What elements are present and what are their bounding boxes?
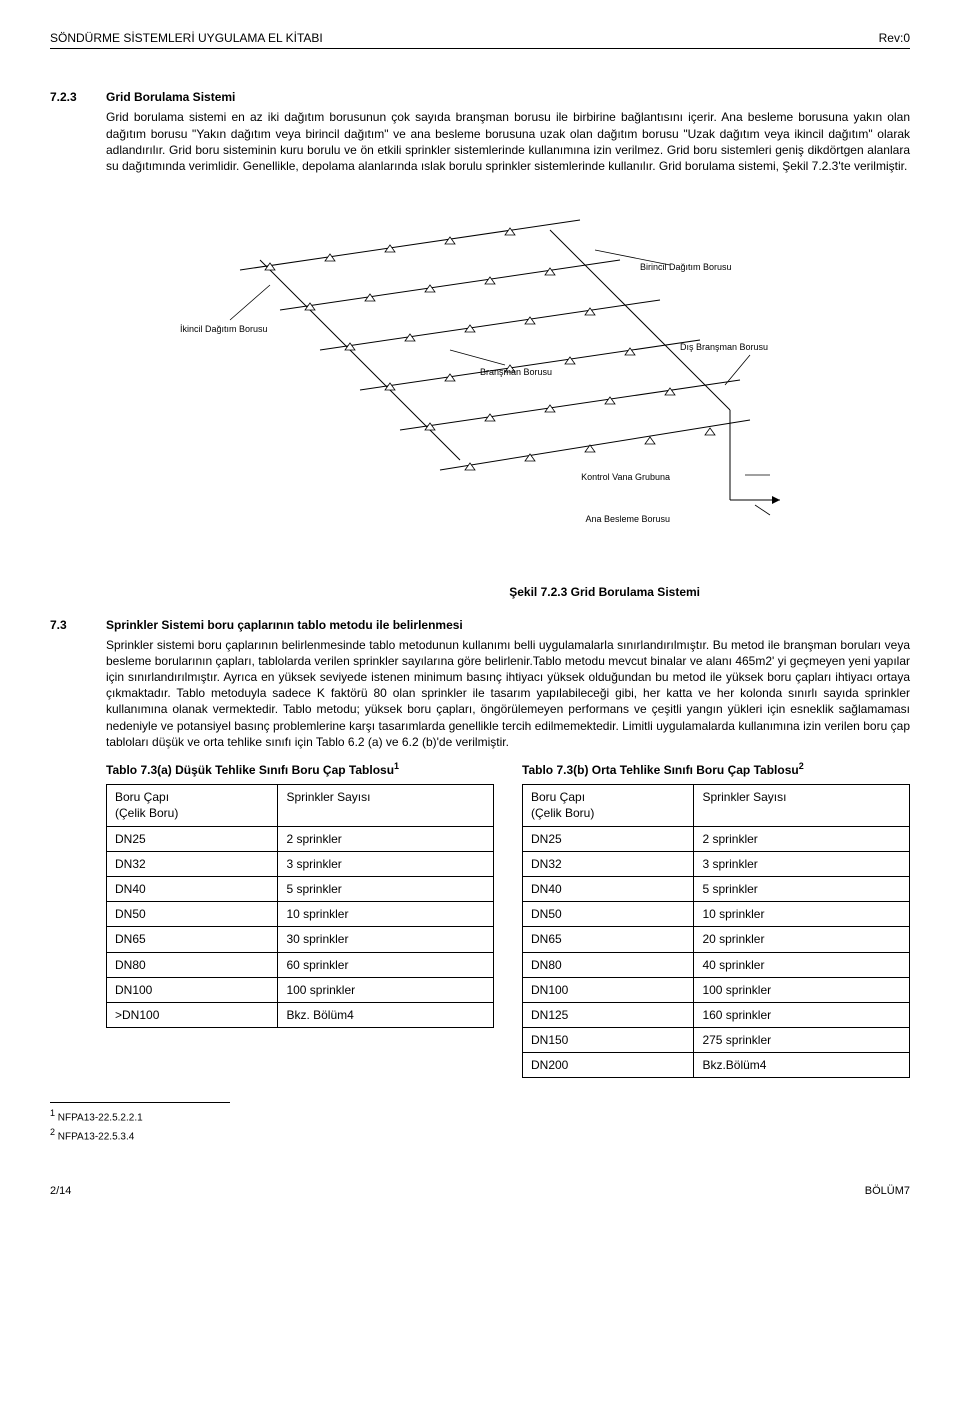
label-kontrol: Kontrol Vana Grubuna — [581, 472, 670, 482]
section-723-title: Grid Borulama Sistemi — [106, 89, 235, 105]
table-b-block: Tablo 7.3(b) Orta Tehlike Sınıfı Boru Ça… — [522, 760, 910, 1078]
table-b-col2-header: Sprinkler Sayısı — [694, 785, 910, 826]
footnote-2: 2 NFPA13-22.5.3.4 — [50, 1126, 230, 1144]
table-row: DN323 sprinkler — [107, 851, 494, 876]
table-row: DN5010 sprinkler — [523, 902, 910, 927]
table-b-col1-header: Boru Çapı (Çelik Boru) — [523, 785, 694, 826]
section-723-number: 7.2.3 — [50, 89, 106, 105]
section-723-heading: 7.2.3 Grid Borulama Sistemi — [50, 89, 910, 105]
footer-section: BÖLÜM7 — [865, 1184, 910, 1199]
table-row: DN252 sprinkler — [523, 826, 910, 851]
footnote-1: 1 NFPA13-22.5.2.2.1 — [50, 1107, 230, 1125]
table-row: DN150275 sprinkler — [523, 1028, 910, 1053]
section-723-body: Grid borulama sistemi en az iki dağıtım … — [106, 109, 910, 174]
table-a-col1-header: Boru Çapı (Çelik Boru) — [107, 785, 278, 826]
table-row: DN100100 sprinkler — [107, 977, 494, 1002]
table-row: DN252 sprinkler — [107, 826, 494, 851]
figure-caption: Şekil 7.2.3 Grid Borulama Sistemi — [50, 584, 910, 600]
table-row: DN405 sprinkler — [523, 876, 910, 901]
label-ana: Ana Besleme Borusu — [585, 514, 670, 524]
table-row: >DN100Bkz. Bölüm4 — [107, 1002, 494, 1027]
grid-pipe-diagram: İkincil Dağıtım Borusu Birincil Dağıtım … — [170, 190, 790, 570]
header-left: SÖNDÜRME SİSTEMLERİ UYGULAMA EL KİTABI — [50, 30, 323, 46]
footer-page: 2/14 — [50, 1184, 71, 1199]
table-row: DN6520 sprinkler — [523, 927, 910, 952]
table-row: DN5010 sprinkler — [107, 902, 494, 927]
table-row: DN8040 sprinkler — [523, 952, 910, 977]
label-dis-bransman: Dış Branşman Borusu — [680, 342, 768, 352]
section-73-heading: 7.3 Sprinkler Sistemi boru çaplarının ta… — [50, 617, 910, 633]
label-birincil: Birincil Dağıtım Borusu — [640, 262, 732, 272]
table-row: DN6530 sprinkler — [107, 927, 494, 952]
table-a-block: Tablo 7.3(a) Düşük Tehlike Sınıfı Boru Ç… — [106, 760, 494, 1078]
table-row: DN8060 sprinkler — [107, 952, 494, 977]
table-row: DN200Bkz.Bölüm4 — [523, 1053, 910, 1078]
header-right: Rev:0 — [879, 30, 910, 46]
tables-row: Tablo 7.3(a) Düşük Tehlike Sınıfı Boru Ç… — [106, 760, 910, 1078]
table-b-title: Tablo 7.3(b) Orta Tehlike Sınıfı Boru Ça… — [522, 760, 910, 778]
footnotes: 1 NFPA13-22.5.2.2.1 2 NFPA13-22.5.3.4 — [50, 1102, 230, 1144]
table-row: DN405 sprinkler — [107, 876, 494, 901]
section-73-number: 7.3 — [50, 617, 106, 633]
section-73-title: Sprinkler Sistemi boru çaplarının tablo … — [106, 617, 463, 633]
label-ikincil: İkincil Dağıtım Borusu — [180, 324, 268, 334]
page-footer: 2/14 BÖLÜM7 — [50, 1184, 910, 1199]
table-a-col2-header: Sprinkler Sayısı — [278, 785, 494, 826]
table-row: DN100100 sprinkler — [523, 977, 910, 1002]
figure-723: İkincil Dağıtım Borusu Birincil Dağıtım … — [50, 190, 910, 574]
table-row: DN323 sprinkler — [523, 851, 910, 876]
table-a-title: Tablo 7.3(a) Düşük Tehlike Sınıfı Boru Ç… — [106, 760, 494, 778]
label-bransman: Branşman Borusu — [480, 367, 552, 377]
table-b: Boru Çapı (Çelik Boru) Sprinkler Sayısı … — [522, 784, 910, 1078]
section-73-body: Sprinkler sistemi boru çaplarının belirl… — [106, 637, 910, 750]
table-row: DN125160 sprinkler — [523, 1002, 910, 1027]
doc-header: SÖNDÜRME SİSTEMLERİ UYGULAMA EL KİTABI R… — [50, 30, 910, 49]
table-a: Boru Çapı (Çelik Boru) Sprinkler Sayısı … — [106, 784, 494, 1028]
